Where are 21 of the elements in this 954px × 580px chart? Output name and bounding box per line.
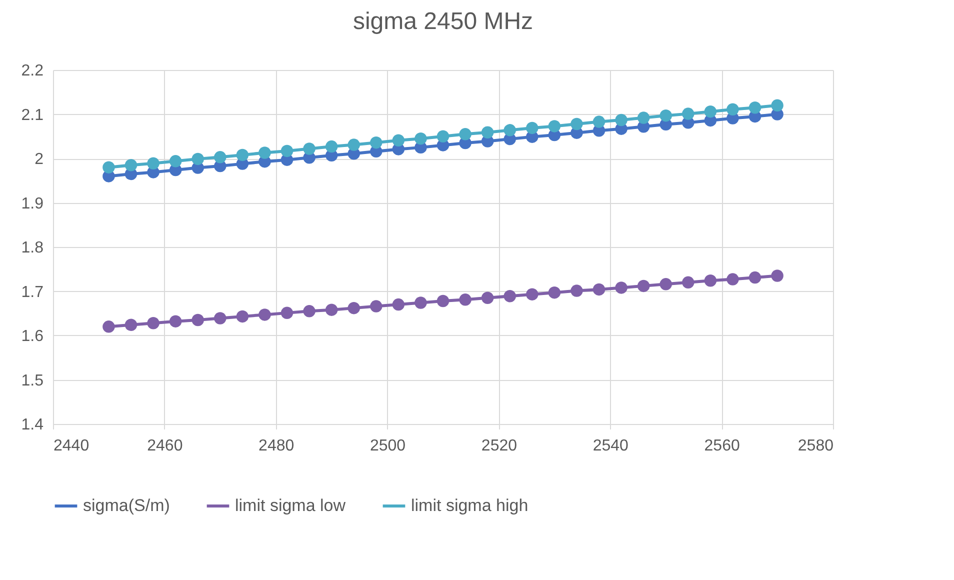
y-tick-label: 1.7: [21, 284, 44, 301]
legend-label: sigma(S/m): [83, 496, 170, 515]
y-tick-label: 2: [34, 151, 44, 168]
y-tick-label: 1.4: [21, 416, 44, 434]
y-tick-label: 2.2: [21, 62, 44, 80]
x-tick-label: 2460: [147, 438, 183, 454]
chart-title: sigma 2450 MHz: [352, 8, 534, 35]
y-tick-label: 1.6: [21, 328, 44, 345]
y-tick-label: 2.1: [21, 106, 44, 124]
legend-label: limit sigma high: [411, 496, 528, 515]
y-tick-label: 1.8: [21, 240, 44, 256]
x-tick-label: 2520: [481, 438, 518, 454]
x-tick-label: 2560: [704, 438, 740, 454]
x-tick-label: 2580: [798, 438, 834, 454]
x-tick-label: 2540: [592, 438, 629, 454]
x-tick-label: 2440: [54, 438, 90, 454]
x-tick-label: 2500: [370, 438, 406, 454]
legend-label: limit sigma low: [235, 496, 346, 515]
y-tick-label: 1.9: [21, 195, 44, 212]
x-tick-label: 2480: [258, 438, 294, 454]
y-tick-label: 1.5: [21, 372, 44, 390]
